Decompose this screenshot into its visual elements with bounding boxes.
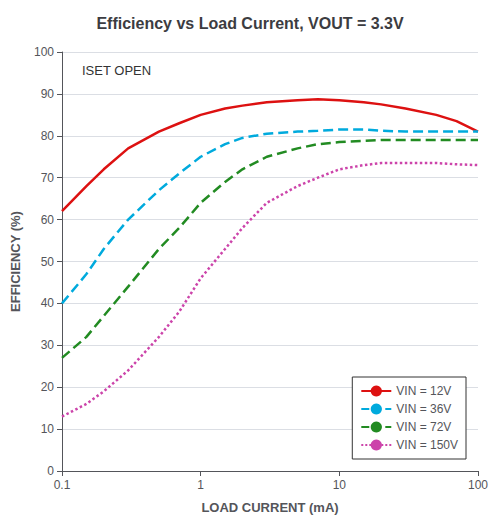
svg-text:VIN = 72V: VIN = 72V — [396, 420, 451, 434]
svg-text:100: 100 — [34, 45, 54, 59]
svg-text:0: 0 — [47, 464, 54, 478]
svg-text:30: 30 — [41, 338, 55, 352]
svg-text:VIN = 150V: VIN = 150V — [396, 438, 458, 452]
svg-text:10: 10 — [333, 478, 347, 492]
svg-text:90: 90 — [41, 87, 55, 101]
svg-text:EFFICIENCY (%): EFFICIENCY (%) — [8, 211, 23, 312]
svg-text:60: 60 — [41, 213, 55, 227]
svg-text:Efficiency vs Load Current, VO: Efficiency vs Load Current, VOUT = 3.3V — [96, 15, 404, 32]
svg-text:80: 80 — [41, 129, 55, 143]
svg-text:100: 100 — [468, 478, 488, 492]
svg-text:70: 70 — [41, 171, 55, 185]
svg-text:VIN = 36V: VIN = 36V — [396, 402, 451, 416]
svg-text:20: 20 — [41, 380, 55, 394]
svg-text:VIN = 12V: VIN = 12V — [396, 384, 451, 398]
svg-text:50: 50 — [41, 255, 55, 269]
svg-text:40: 40 — [41, 296, 55, 310]
svg-text:ISET OPEN: ISET OPEN — [82, 63, 151, 78]
svg-text:1: 1 — [197, 478, 204, 492]
svg-text:LOAD CURRENT (mA): LOAD CURRENT (mA) — [201, 500, 338, 515]
svg-text:0.1: 0.1 — [54, 478, 71, 492]
svg-text:10: 10 — [41, 422, 55, 436]
